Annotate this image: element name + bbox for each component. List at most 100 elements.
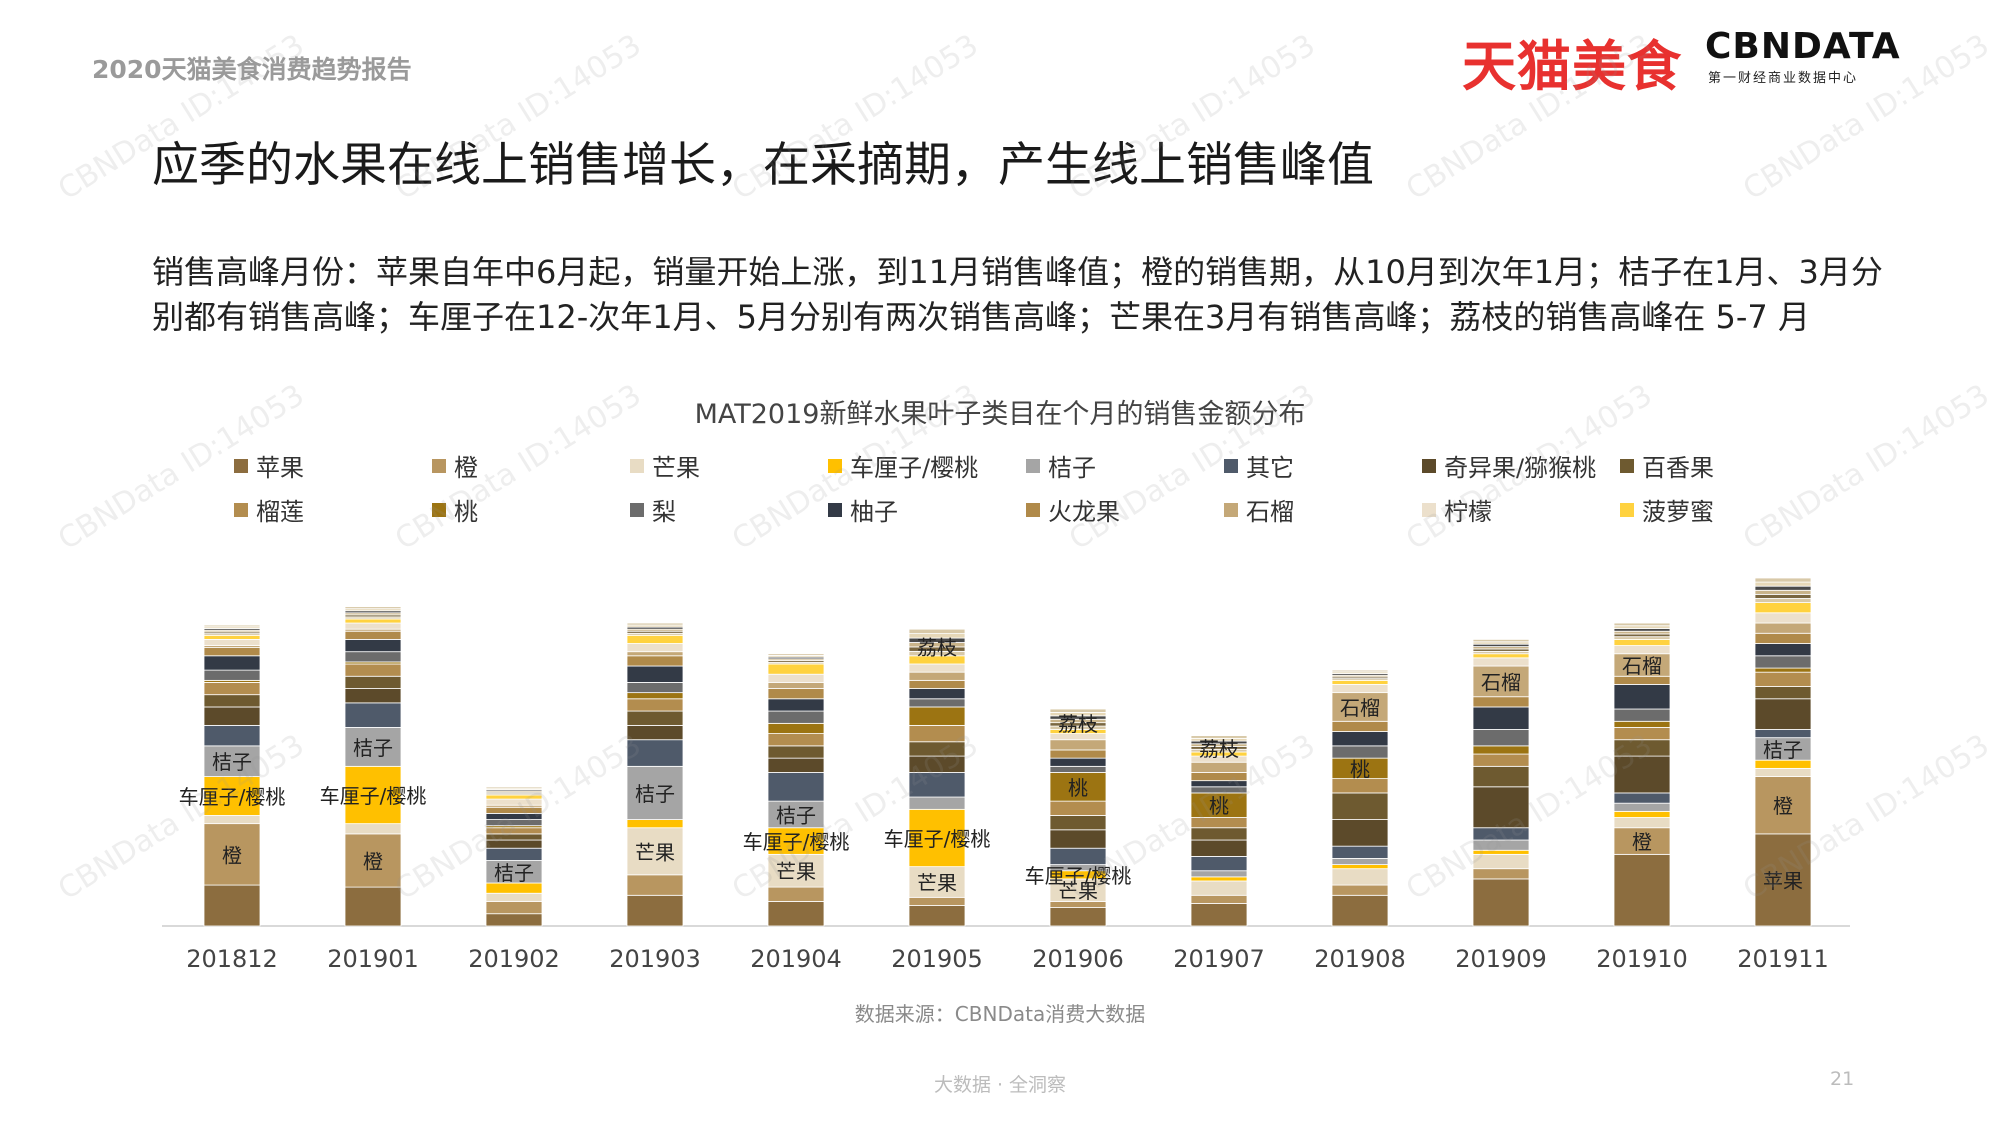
x-tick-label: 201904 (750, 945, 842, 973)
legend-item: 橙 (432, 448, 478, 483)
legend-swatch (432, 458, 446, 473)
bar-segment (767, 827, 825, 855)
bar-segment (1613, 810, 1671, 818)
bar-segment (908, 796, 966, 810)
bar-segment (1754, 655, 1812, 669)
legend-item: 梨 (630, 492, 676, 527)
x-tick-label: 201903 (609, 945, 701, 973)
bar-segment (1754, 589, 1812, 595)
bar-segment (344, 765, 402, 825)
bar-segment (1613, 802, 1671, 812)
bar-segment (1049, 749, 1107, 759)
bar-segment (1331, 679, 1389, 685)
bar-segment (767, 886, 825, 902)
legend-swatch (828, 502, 842, 517)
bar-segment (1613, 684, 1671, 710)
bar-segment (344, 622, 402, 630)
bar-segment (767, 745, 825, 759)
data-label: 苹果 (1763, 869, 1803, 893)
bar-segment (1754, 698, 1812, 730)
x-tick-label: 201905 (891, 945, 983, 973)
bar-segment (1331, 669, 1389, 673)
data-label: 橙 (363, 849, 383, 873)
bar-segment (1472, 657, 1530, 667)
legend-swatch (1422, 458, 1436, 473)
footer-text: 大数据 · 全洞察 (933, 1074, 1067, 1096)
bar-segment (1754, 686, 1812, 700)
cbndata-logo-subtitle: 第一财经商业数据中心 (1708, 71, 1859, 86)
data-label: 橙 (1632, 830, 1652, 854)
bar-segment (767, 853, 825, 888)
legend-label: 桔子 (1048, 454, 1096, 482)
bar-segment (1049, 907, 1107, 927)
legend-item: 桔子 (1026, 448, 1096, 483)
bar-segment (344, 651, 402, 663)
x-tick-label: 201902 (468, 945, 560, 973)
bar-segment (485, 901, 543, 915)
bar-segment (1754, 767, 1812, 777)
legend-label: 菠萝蜜 (1642, 498, 1714, 526)
bar-segment (626, 698, 684, 712)
data-label: 桔子 (212, 750, 252, 774)
legend-swatch (1224, 458, 1238, 473)
legend-item: 柠檬 (1422, 492, 1492, 527)
legend-label: 百香果 (1642, 454, 1714, 482)
bar-segment (1613, 633, 1671, 638)
legend-label: 苹果 (256, 454, 304, 482)
bar-segment (908, 741, 966, 757)
bar-segment (1190, 761, 1248, 773)
x-tick-label: 201909 (1455, 945, 1547, 973)
data-label: 石榴 (1481, 670, 1521, 694)
bar-segment (626, 634, 684, 644)
bar-segment (1190, 817, 1248, 829)
legend-item: 桃 (432, 492, 478, 527)
bar-segment (1049, 815, 1107, 831)
bar-segment (626, 874, 684, 896)
legend-swatch (1620, 502, 1634, 517)
data-label: 桔子 (635, 782, 675, 806)
legend-label: 柚子 (850, 498, 898, 526)
bar-segment (1613, 720, 1671, 728)
legend-swatch (1224, 502, 1238, 517)
bar-segment (1331, 692, 1389, 722)
bar-segment (626, 739, 684, 767)
bar-segment (203, 624, 261, 628)
cbndata-logo: CBNDATA (1705, 26, 1901, 67)
bar-segment (1331, 884, 1389, 896)
legend-item: 其它 (1224, 448, 1294, 483)
bar-segment (203, 724, 261, 747)
bar-segment (1331, 792, 1389, 820)
legend-item: 菠萝蜜 (1620, 492, 1714, 527)
bar-segment (767, 772, 825, 802)
bar-segment (203, 815, 261, 825)
bar-segment (626, 692, 684, 700)
bar-segment (767, 673, 825, 683)
bar-segment (203, 655, 261, 671)
x-tick-label: 201908 (1314, 945, 1406, 973)
bar-segment (1331, 745, 1389, 759)
x-tick-label: 201812 (186, 945, 278, 973)
bar-segment (1613, 628, 1671, 632)
bar-segment (767, 688, 825, 700)
bar-segment (203, 776, 261, 816)
data-label: 荔枝 (1058, 712, 1098, 736)
bar-segment (1331, 731, 1389, 747)
data-label: 车厘子/樱桃 (320, 784, 427, 808)
bar-segment (203, 647, 261, 657)
data-label: 车厘子/樱桃 (743, 830, 850, 854)
bar-segment (1613, 625, 1671, 629)
bar-segment (485, 839, 543, 849)
legend-item: 芒果 (630, 448, 700, 483)
bar-segment (767, 901, 825, 927)
bar-segment (1049, 708, 1107, 713)
bar-segment (1754, 622, 1812, 634)
legend-swatch (630, 458, 644, 473)
bar-segment (908, 698, 966, 708)
legend-swatch (828, 458, 842, 473)
tmall-food-logo: 天猫美食 (1462, 35, 1682, 98)
legend-swatch (1422, 502, 1436, 517)
bar-segment (1613, 853, 1671, 927)
chart-title: MAT2019新鲜水果叶子类目在个月的销售金额分布 (694, 399, 1306, 430)
bar-segment (203, 634, 261, 640)
bar-segment (1472, 706, 1530, 730)
